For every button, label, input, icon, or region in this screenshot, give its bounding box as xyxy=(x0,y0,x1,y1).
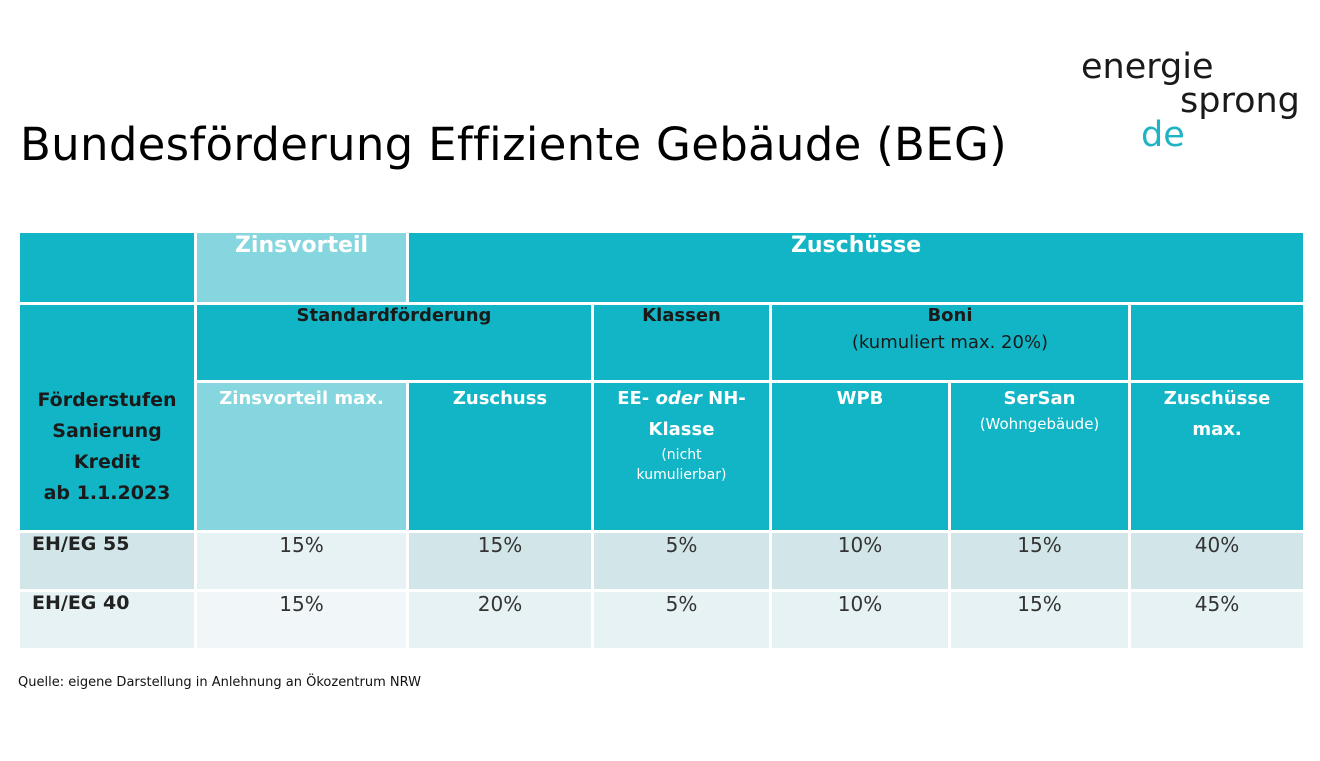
cell-wpb: 10% xyxy=(769,530,951,592)
col-sersan: SerSan (Wohngebäude) xyxy=(948,380,1131,533)
col-zuschuesse-max: Zuschüsse max. xyxy=(1127,380,1307,533)
header-row-groups: Zinsvorteil Zuschüsse xyxy=(17,230,1307,305)
cell-klasse: 5% xyxy=(591,530,772,592)
cell-klasse: 5% xyxy=(591,589,772,651)
boni-sub: (kumuliert max. 20%) xyxy=(851,332,1049,353)
logo-line-2: sprong xyxy=(1180,81,1300,121)
cell-sersan: 15% xyxy=(948,530,1131,592)
cell-max: 45% xyxy=(1127,589,1307,651)
sersan-label: SerSan xyxy=(1003,388,1076,409)
stub-line-3: Kredit xyxy=(73,451,141,473)
cell-zuschuss: 15% xyxy=(406,530,594,592)
page-title: Bundesförderung Effiziente Gebäude (BEG) xyxy=(20,118,1007,171)
row-label: EH/EG 40 xyxy=(17,589,197,651)
source-note: Quelle: eigene Darstellung in Anlehnung … xyxy=(18,675,421,690)
header-row-columns: Zinsvorteil max. Zuschuss EE- oder NH- K… xyxy=(19,380,1307,533)
max-line1: Zuschüsse xyxy=(1163,388,1271,409)
energiesprong-logo: energie sprong de xyxy=(1081,47,1300,155)
logo-line-1: energie xyxy=(1081,47,1214,87)
cell-zuschuss: 20% xyxy=(406,589,594,651)
boni-label: Boni xyxy=(927,305,973,326)
stub-line-4: ab 1.1.2023 xyxy=(43,482,171,504)
stub-line-2: Sanierung xyxy=(52,420,162,442)
cell-zinsvorteil: 15% xyxy=(194,530,409,592)
header-boni: Boni (kumuliert max. 20%) xyxy=(769,302,1131,383)
max-line2: max. xyxy=(1192,419,1242,440)
klasse-part1: EE- xyxy=(617,388,656,409)
klasse-line2: Klasse xyxy=(648,419,715,440)
header-row-categories: Förderstufen Sanierung Kredit ab 1.1.202… xyxy=(17,302,1307,533)
cell-sersan: 15% xyxy=(948,589,1131,651)
table-row: EH/EG 40 15% 20% 5% 10% 15% 45% xyxy=(17,589,1307,651)
header-zinsvorteil: Zinsvorteil xyxy=(194,230,409,305)
klasse-note2: kumulierbar) xyxy=(636,467,727,483)
col-klasse: EE- oder NH- Klasse (nicht kumulierbar) xyxy=(591,380,772,533)
cell-zinsvorteil: 15% xyxy=(194,589,409,651)
klasse-oder: oder xyxy=(655,388,702,409)
logo-line-3: de xyxy=(1141,115,1185,155)
table-row: EH/EG 55 15% 15% 5% 10% 15% 40% xyxy=(17,530,1307,592)
stub-line-1: Förderstufen xyxy=(37,389,177,411)
col-wpb: WPB xyxy=(769,380,951,533)
header-zuschuesse: Zuschüsse xyxy=(405,230,1307,305)
beg-table: Zinsvorteil Zuschüsse Förderstufen Sanie… xyxy=(17,230,1307,651)
header-empty-cell xyxy=(17,230,197,305)
col-zuschuss: Zuschuss xyxy=(406,380,594,533)
row-label: EH/EG 55 xyxy=(17,530,197,592)
klasse-note1: (nicht xyxy=(661,447,702,463)
header-stub: Förderstufen Sanierung Kredit ab 1.1.202… xyxy=(17,302,197,533)
cell-wpb: 10% xyxy=(769,589,951,651)
klasse-part2: NH- xyxy=(701,388,746,409)
header-standardfoerderung: Standardförderung xyxy=(194,302,594,383)
cell-max: 40% xyxy=(1127,530,1307,592)
col-zinsvorteil-max: Zinsvorteil max. xyxy=(194,380,409,533)
header-empty-right xyxy=(1127,302,1307,383)
sersan-sub: (Wohngebäude) xyxy=(979,415,1100,433)
header-klassen: Klassen xyxy=(591,302,772,383)
